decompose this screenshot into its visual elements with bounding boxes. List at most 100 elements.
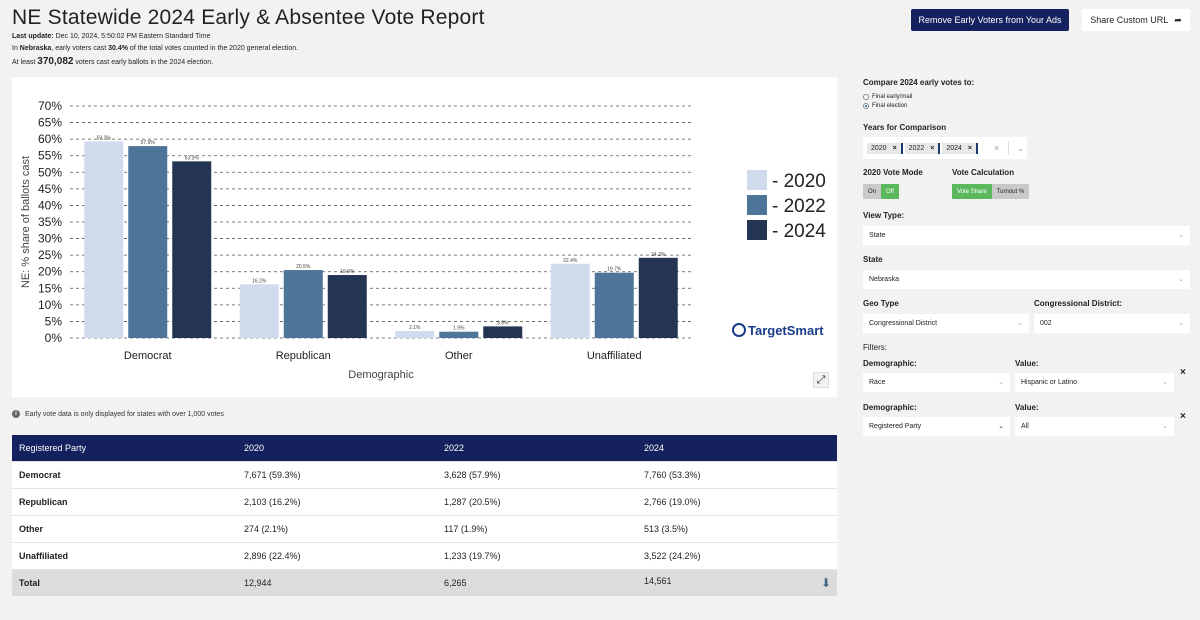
legend-swatch [747,195,767,215]
vote-mode-on[interactable]: On [863,184,882,199]
vote-calc-toggle[interactable]: Vote Share Turnout % [952,184,1030,199]
share-custom-url-button[interactable]: Share Custom URL ➦ [1082,9,1190,31]
chevron-down-icon: ⌄ [1178,276,1184,283]
remove-filter-icon[interactable]: × [1180,411,1186,422]
y-axis-label: NE: % share of ballots cast [20,156,32,288]
y-tick-label: 45% [38,182,62,196]
radio-final-election[interactable]: Final election [863,103,907,109]
remove-early-voters-button[interactable]: Remove Early Voters from Your Ads [911,9,1069,31]
remove-tag-icon[interactable]: × [930,144,935,152]
demographic-label: Demographic: [863,359,917,368]
y-tick-label: 10% [38,298,62,312]
bar-data-label: 20.5% [296,264,311,270]
geo-type-select[interactable]: Congressional District ⌄ [863,314,1029,333]
state-select[interactable]: Nebraska ⌄ [863,270,1190,289]
bar-data-label: 24.2% [651,252,666,258]
bar [483,326,523,338]
y-tick-label: 65% [38,116,62,130]
bar-data-label: 2.1% [409,325,421,331]
year-tag[interactable]: 2022 × [904,142,941,154]
bar-chart: 0% 5% 10% 15% 20% 25% 30% 35% 40% 45% 50% 55% 60% 65%… [20,99,826,381]
y-tick-label: 50% [38,165,62,179]
years-multiselect[interactable]: 2020 × 2022 × 2024 × × ⌄ [863,137,1027,159]
remove-filter-icon[interactable]: × [1180,367,1186,378]
radio-selected-icon[interactable] [863,103,869,109]
table-header: Registered Party [12,435,237,461]
table-cell: 7,671 (59.3%) [237,460,437,488]
value-label: Value: [1015,359,1039,368]
vote-calc-share[interactable]: Vote Share [952,184,992,199]
bar-data-label: 19.7% [607,267,622,273]
clear-all-icon[interactable]: × [994,143,1000,153]
bar-data-label: 19.0% [340,269,355,275]
filters-label: Filters: [863,343,887,352]
value-label: Value: [1015,403,1039,412]
bar [550,263,590,338]
filter2-demographic-select[interactable]: Registered Party ⌄ [863,417,1010,436]
radio-final-early-mail[interactable]: Final early/mail [863,94,912,100]
legend-swatch [747,170,767,190]
vote-mode-off[interactable]: Off [881,184,899,199]
y-tick-label: 70% [38,99,62,113]
info-note-text: Early vote data is only displayed for st… [25,410,224,418]
year-tag[interactable]: 2020 × [867,142,903,154]
cd-select[interactable]: 002 ⌄ [1034,314,1190,333]
table-total-row: Total 12,944 6,265 14,561 ⬇ [12,568,837,596]
x-tick-label: Other [445,350,473,362]
filter2-value-select[interactable]: All ⌄ [1015,417,1174,436]
download-icon[interactable]: ⬇ [820,575,831,590]
table-cell: 1,233 (19.7%) [437,541,637,569]
cd-label: Congressional District: [1034,299,1123,308]
bar [439,331,479,338]
table-cell: Total [12,568,237,596]
bar-data-label: 3.5% [497,320,509,326]
bar [395,331,435,338]
radio-icon[interactable] [863,94,869,100]
legend-label: - 2022 [772,196,826,217]
early-vote-summary: In Nebraska, early voters cast 30.4% of … [12,45,299,52]
y-tick-label: 30% [38,232,62,246]
targetsmart-logo-icon [732,323,746,337]
bar [172,161,212,338]
table-cell: Unaffiliated [12,541,237,569]
x-axis-label: Demographic [348,369,414,381]
table-cell: 2,896 (22.4%) [237,541,437,569]
x-tick-label: Republican [276,350,331,362]
table-cell: 3,522 (24.2%) [637,541,837,569]
filter1-demographic-select[interactable]: Race ⌄ [863,373,1010,392]
vote-mode-toggle[interactable]: On Off [863,184,899,199]
y-tick-label: 60% [38,132,62,146]
year-tag[interactable]: 2024 × [942,142,979,154]
table-row: Other 274 (2.1%) 117 (1.9%) 513 (3.5%) [12,514,837,542]
divider [1008,141,1010,155]
view-type-select[interactable]: State ⌄ [863,226,1190,245]
vote-calc-turnout[interactable]: Turnout % [991,184,1030,199]
table-cell: 12,944 [237,568,437,596]
y-tick-label: 0% [45,331,63,345]
table-cell: Democrat [12,460,237,488]
table-cell: 274 (2.1%) [237,514,437,542]
legend-label: - 2024 [772,221,826,242]
bar-data-label: 57.9% [141,140,156,146]
bar [239,284,279,338]
info-note: i Early vote data is only displayed for s… [12,410,224,418]
expand-icon[interactable]: ⤢ [813,372,829,388]
bar [283,270,323,338]
remove-tag-icon[interactable]: × [967,144,973,152]
table-cell: 2,103 (16.2%) [237,487,437,515]
filter1-value-select[interactable]: Hispanic or Latino ⌄ [1015,373,1174,392]
table-cell: 3,628 (57.9%) [437,460,637,488]
legend-label: - 2020 [772,171,826,192]
remove-tag-icon[interactable]: × [892,144,897,152]
chevron-down-icon: ⌄ [998,379,1004,386]
share-button-label: Share Custom URL [1090,15,1169,25]
y-tick-label: 35% [38,215,62,229]
chevron-down-icon[interactable]: ⌄ [1017,143,1024,153]
table-cell: 7,760 (53.3%) [637,460,837,488]
table-cell: 513 (3.5%) [637,514,837,542]
bar [84,141,124,338]
bar [638,257,678,338]
x-tick-label: Unaffiliated [587,350,642,362]
chevron-down-icon: ⌄ [998,423,1004,430]
targetsmart-watermark: TargetSmart [748,323,824,338]
